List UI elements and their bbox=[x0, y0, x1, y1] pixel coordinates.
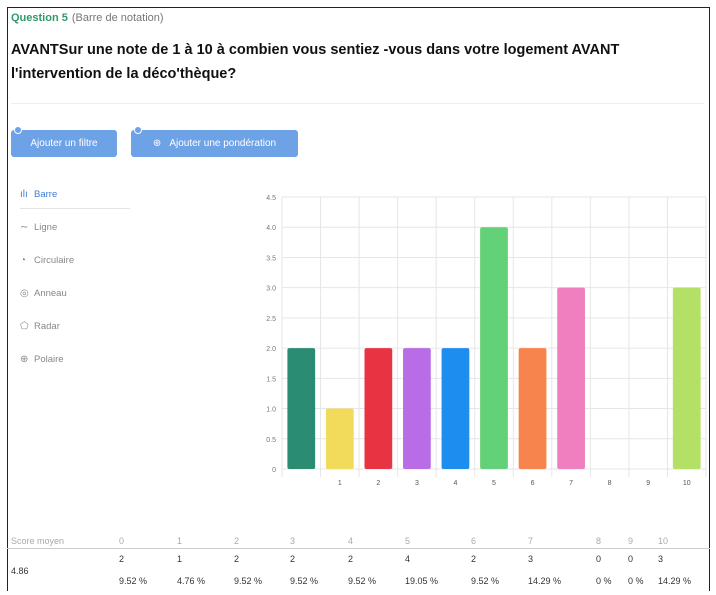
x-tick-label: 8 bbox=[608, 480, 612, 487]
y-tick-label: 1.5 bbox=[266, 376, 276, 383]
y-tick-label: 2.0 bbox=[266, 346, 276, 353]
y-tick-label: 4.5 bbox=[266, 195, 276, 202]
question-card bbox=[7, 7, 710, 591]
bar-4 bbox=[441, 348, 470, 469]
y-tick-label: 0 bbox=[272, 467, 276, 474]
x-tick-label: 4 bbox=[454, 480, 458, 487]
x-tick-label: 1 bbox=[338, 480, 342, 487]
bar-0 bbox=[287, 348, 316, 469]
bar-10 bbox=[672, 287, 701, 469]
pie-chart-icon: ◔ bbox=[20, 255, 27, 266]
add-filter-label: Ajouter un filtre bbox=[30, 138, 98, 149]
y-tick-label: 3.0 bbox=[266, 286, 276, 293]
line-chart-icon: ∼ bbox=[20, 222, 29, 233]
bar-6 bbox=[518, 348, 547, 469]
question-type-label: (Barre de notation) bbox=[71, 12, 164, 24]
bar-7 bbox=[557, 287, 585, 469]
chart-type-ligne[interactable]: ∼ Ligne bbox=[20, 219, 130, 237]
x-tick-label: 3 bbox=[415, 480, 419, 487]
chart-type-label: Circulaire bbox=[34, 255, 75, 266]
chart-type-circulaire[interactable]: ◔ Circulaire bbox=[20, 252, 130, 270]
x-tick-label: 7 bbox=[569, 480, 573, 487]
chart-type-label: Barre bbox=[34, 189, 58, 200]
add-filter-button[interactable]: Ajouter un filtre bbox=[11, 126, 117, 157]
x-tick-label: 10 bbox=[683, 480, 691, 487]
pin-icon bbox=[14, 126, 22, 134]
bar-3 bbox=[403, 348, 431, 469]
bar-2 bbox=[364, 348, 393, 469]
radar-chart-icon: ⬠ bbox=[20, 321, 29, 332]
y-tick-label: 1.0 bbox=[266, 407, 276, 414]
divider bbox=[11, 103, 704, 104]
y-tick-label: 2.5 bbox=[266, 316, 276, 323]
chart-type-label: Ligne bbox=[34, 222, 58, 233]
bar-chart-icon: ılı bbox=[20, 189, 28, 200]
x-tick-label: 6 bbox=[531, 480, 535, 487]
x-tick-label: 5 bbox=[492, 480, 496, 487]
chart-type-label: Polaire bbox=[34, 354, 64, 365]
chart-type-radar[interactable]: ⬠ Radar bbox=[20, 318, 130, 336]
chart-type-label: Anneau bbox=[34, 288, 67, 299]
x-tick-label: 9 bbox=[646, 480, 650, 487]
bar-5 bbox=[480, 227, 508, 469]
y-tick-label: 0.5 bbox=[266, 437, 276, 444]
chart-type-polaire[interactable]: ⊕ Polaire bbox=[20, 351, 130, 369]
y-tick-label: 3.5 bbox=[266, 255, 276, 262]
chart-type-anneau[interactable]: ◎ Anneau bbox=[20, 285, 130, 303]
question-number: Question 5 (Barre de notation) bbox=[11, 12, 164, 24]
chart-type-label: Radar bbox=[34, 321, 60, 332]
pin-icon bbox=[134, 126, 142, 134]
chart-type-barre[interactable]: ılı Barre bbox=[20, 186, 130, 209]
add-weighting-button[interactable]: ⊕ Ajouter une pondération bbox=[131, 126, 298, 157]
polar-chart-icon: ⊕ bbox=[20, 354, 29, 365]
add-weighting-label: Ajouter une pondération bbox=[169, 138, 277, 149]
x-tick-label: 2 bbox=[376, 480, 380, 487]
y-tick-label: 4.0 bbox=[266, 225, 276, 232]
question-title: AVANTSur une note de 1 à 10 à combien vo… bbox=[11, 42, 620, 82]
question-number-label: Question 5 bbox=[11, 12, 68, 24]
bar-1 bbox=[325, 408, 354, 469]
donut-chart-icon: ◎ bbox=[20, 288, 29, 299]
stats-row-divider bbox=[7, 548, 710, 549]
globe-icon: ⊕ bbox=[152, 138, 162, 149]
